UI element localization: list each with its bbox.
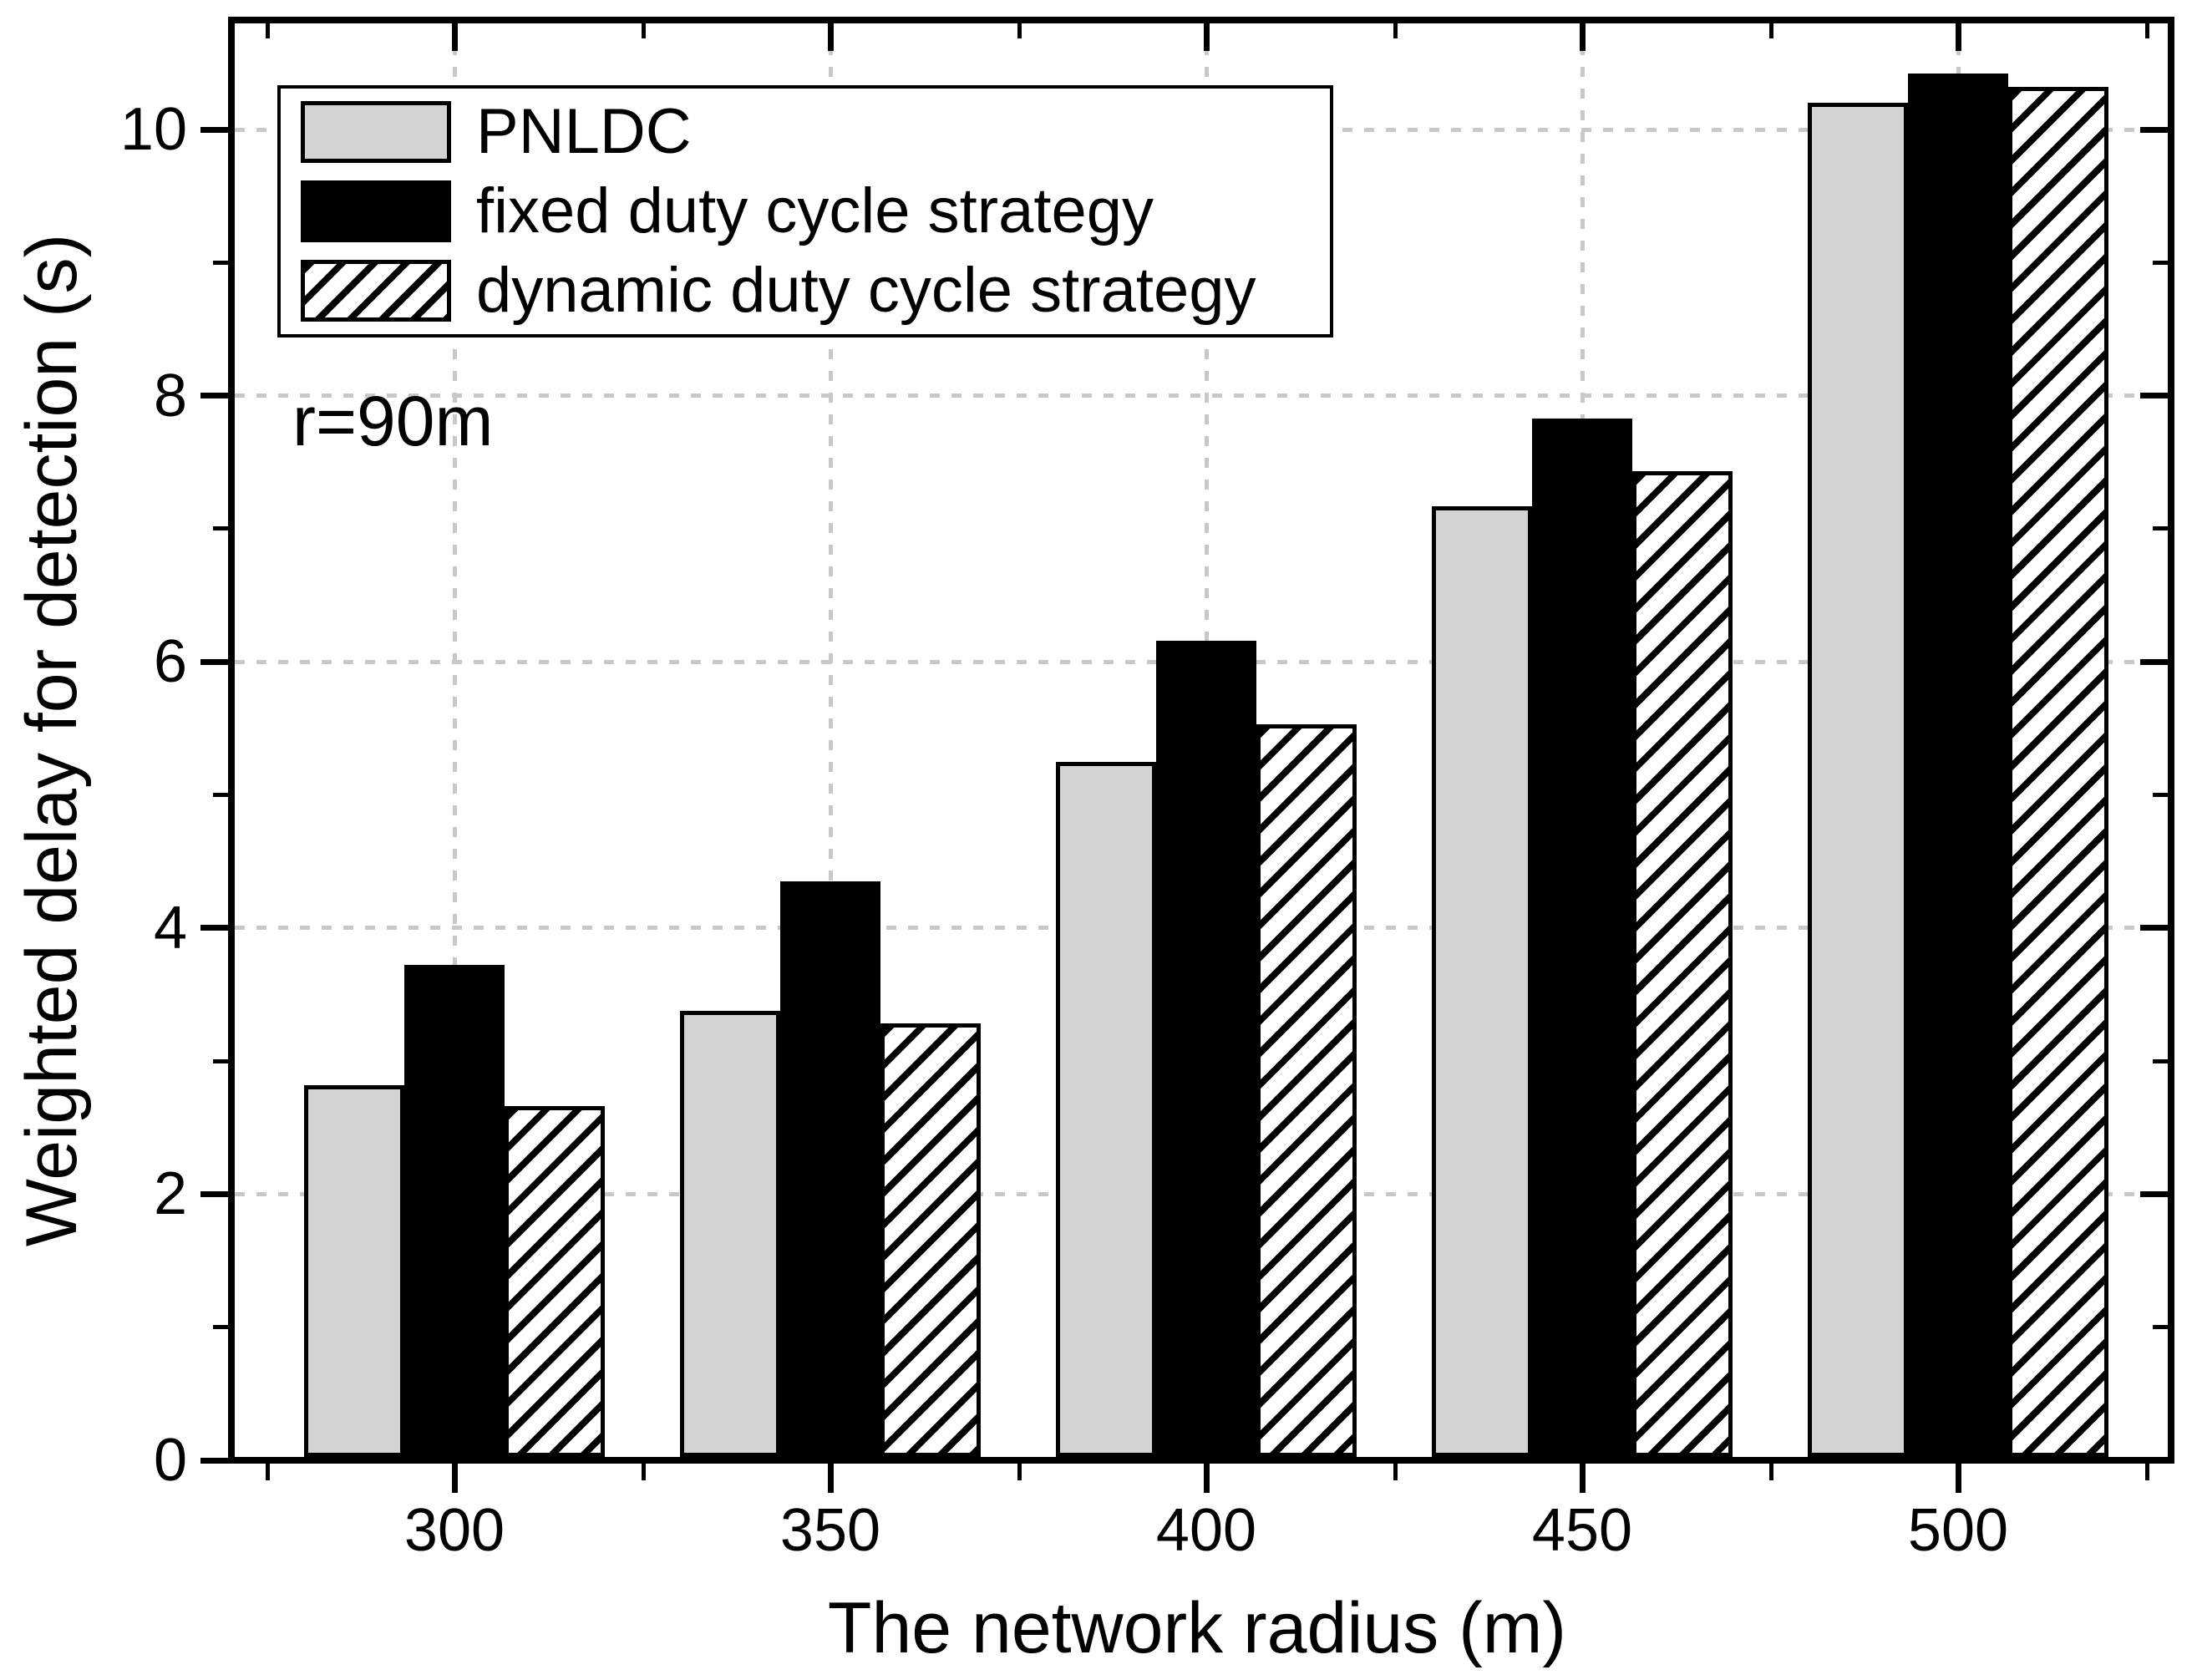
y-minor-tick-right: [2153, 793, 2168, 797]
x-minor-tick-top: [2144, 23, 2149, 38]
x-minor-tick-top: [1393, 23, 1398, 38]
bar-500-series0: [1808, 103, 1908, 1457]
legend-swatch-pnldc: [301, 101, 451, 163]
x-tick-label: 400: [1155, 1497, 1257, 1564]
legend: PNLDC fixed duty cycle strategy dynamic …: [277, 85, 1333, 338]
y-major-tick-right: [2140, 658, 2168, 665]
y-minor-tick-left: [213, 1325, 228, 1330]
x-minor-tick-bottom: [2144, 1464, 2149, 1480]
y-major-tick-left: [200, 925, 228, 931]
bar-450-series0: [1432, 505, 1532, 1457]
y-minor-tick-right: [2153, 260, 2168, 265]
y-major-tick-right: [2140, 393, 2168, 399]
bar-400-series0: [1056, 761, 1156, 1457]
y-major-tick-left: [200, 1457, 228, 1464]
bar-350-series1: [780, 881, 880, 1457]
bar-300-series1: [404, 965, 505, 1457]
y-minor-tick-left: [213, 793, 228, 797]
y-tick-label: 6: [153, 628, 187, 696]
x-minor-tick-bottom: [1768, 1464, 1773, 1480]
x-minor-tick-bottom: [265, 1464, 270, 1480]
bar-500-series2: [2008, 87, 2108, 1457]
x-minor-tick-bottom: [1017, 1464, 1022, 1480]
bar-400-series1: [1156, 640, 1256, 1457]
x-major-tick-bottom: [1955, 1464, 1961, 1493]
y-major-tick-left: [200, 1190, 228, 1197]
legend-row-dynamic-duty-cycle: dynamic duty cycle strategy: [301, 255, 1330, 327]
x-minor-tick-top: [641, 23, 646, 38]
bar-300-series2: [505, 1106, 605, 1457]
h-gridline: [235, 393, 2168, 398]
x-major-tick-top: [827, 23, 834, 51]
x-major-tick-bottom: [1203, 1464, 1210, 1493]
legend-swatch-fixed-duty-cycle: [301, 180, 451, 242]
y-major-tick-left: [200, 393, 228, 399]
x-major-tick-top: [1579, 23, 1586, 51]
v-gridline: [828, 23, 833, 1457]
x-minor-tick-bottom: [641, 1464, 646, 1480]
y-tick-label: 8: [153, 362, 187, 429]
x-major-tick-top: [1955, 23, 1961, 51]
legend-row-pnldc: PNLDC: [301, 96, 1330, 168]
x-major-tick-bottom: [451, 1464, 458, 1493]
legend-row-fixed-duty-cycle: fixed duty cycle strategy: [301, 175, 1330, 247]
annotation-r-value: r=90m: [292, 382, 494, 460]
y-tick-label: 0: [153, 1427, 187, 1494]
x-minor-tick-top: [1017, 23, 1022, 38]
y-minor-tick-right: [2153, 1325, 2168, 1330]
x-tick-label: 500: [1907, 1497, 2009, 1564]
bar-500-series1: [1908, 74, 2008, 1457]
y-minor-tick-left: [213, 260, 228, 265]
bar-400-series2: [1256, 724, 1357, 1457]
legend-label-fixed-duty-cycle: fixed duty cycle strategy: [476, 175, 1154, 246]
y-major-tick-left: [200, 126, 228, 133]
plot-frame: [228, 17, 2174, 1464]
x-minor-tick-top: [1768, 23, 1773, 38]
v-gridline: [452, 23, 457, 1457]
x-major-tick-top: [1203, 23, 1210, 51]
x-axis-title: The network radius (m): [827, 1588, 1567, 1668]
legend-swatch-dynamic-duty-cycle: [301, 260, 451, 322]
y-tick-label: 2: [153, 1160, 187, 1228]
bar-450-series1: [1532, 418, 1632, 1457]
x-major-tick-bottom: [827, 1464, 834, 1493]
x-minor-tick-bottom: [1393, 1464, 1398, 1480]
x-major-tick-bottom: [1579, 1464, 1586, 1493]
y-major-tick-right: [2140, 925, 2168, 931]
x-major-tick-top: [451, 23, 458, 51]
y-minor-tick-right: [2153, 1058, 2168, 1063]
x-tick-label: 300: [403, 1497, 505, 1564]
y-tick-label: 4: [153, 894, 187, 962]
bar-450-series2: [1632, 471, 1733, 1457]
y-major-tick-right: [2140, 1190, 2168, 1197]
y-major-tick-right: [2140, 126, 2168, 133]
x-tick-label: 350: [779, 1497, 881, 1564]
legend-label-pnldc: PNLDC: [476, 96, 692, 167]
y-major-tick-right: [2140, 1457, 2168, 1464]
y-minor-tick-left: [213, 526, 228, 531]
y-minor-tick-left: [213, 1058, 228, 1063]
y-major-tick-left: [200, 658, 228, 665]
bar-350-series2: [880, 1023, 981, 1457]
y-minor-tick-right: [2153, 526, 2168, 531]
x-tick-label: 450: [1531, 1497, 1633, 1564]
legend-label-dynamic-duty-cycle: dynamic duty cycle strategy: [476, 255, 1256, 326]
y-tick-label: 10: [119, 96, 187, 163]
bar-350-series0: [680, 1010, 780, 1457]
x-minor-tick-top: [265, 23, 270, 38]
bar-300-series0: [304, 1084, 404, 1457]
